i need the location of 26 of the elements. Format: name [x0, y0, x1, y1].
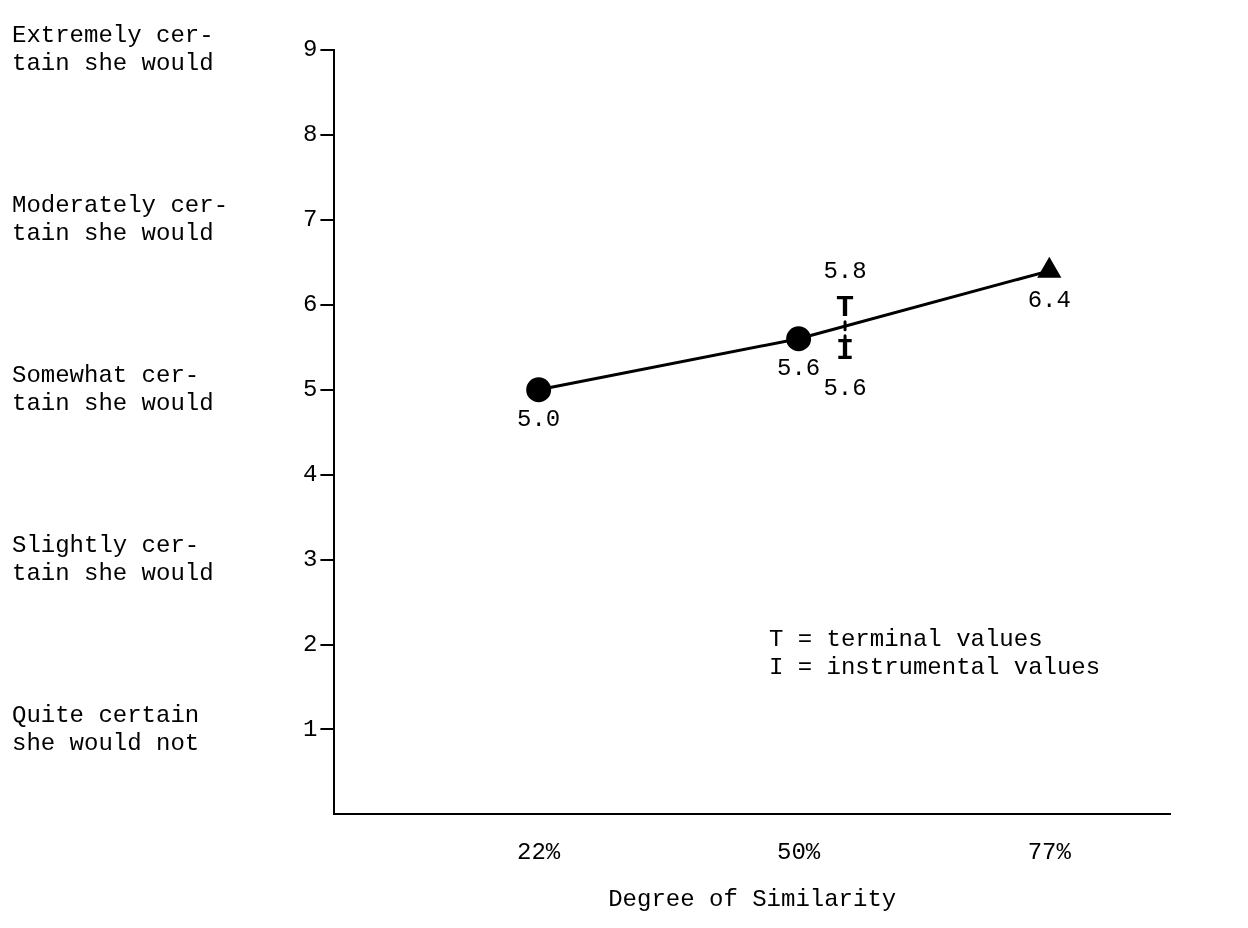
- data-label: 5.8: [823, 258, 867, 286]
- y-tick-label: 1: [303, 715, 318, 743]
- y-tick-label: 5: [303, 376, 318, 404]
- text: Quite certain she would not: [12, 701, 200, 757]
- y-tick-label: 7: [303, 206, 318, 234]
- y-tick-label: 4: [303, 461, 318, 489]
- text: Slightly cer- tain she would: [12, 531, 214, 587]
- y-tick-label: 6: [303, 291, 318, 319]
- text: Moderately cer- tain she would: [12, 192, 229, 248]
- y-tick-label: 2: [303, 630, 318, 658]
- data-label: 5.6: [823, 375, 867, 403]
- annotation: T = terminal values I = instrumental values: [768, 625, 1101, 681]
- annotation: T: [836, 291, 855, 326]
- y-tick-label: 9: [303, 36, 318, 64]
- y-tick-label: 3: [303, 545, 318, 573]
- x-tick-label: 77%: [1027, 839, 1072, 867]
- annotation: I: [836, 334, 855, 369]
- text: Extremely cer- tain she would: [12, 22, 214, 78]
- x-tick-label: 50%: [777, 839, 821, 867]
- y-tick-label: 8: [303, 121, 318, 149]
- text: Somewhat cer- tain she would: [12, 362, 214, 418]
- x-axis-title: Degree of Similarity: [608, 885, 897, 913]
- data-label: 5.6: [777, 355, 821, 383]
- data-label: 6.4: [1027, 287, 1071, 315]
- data-label: 5.0: [517, 406, 561, 434]
- x-tick-label: 22%: [517, 839, 561, 867]
